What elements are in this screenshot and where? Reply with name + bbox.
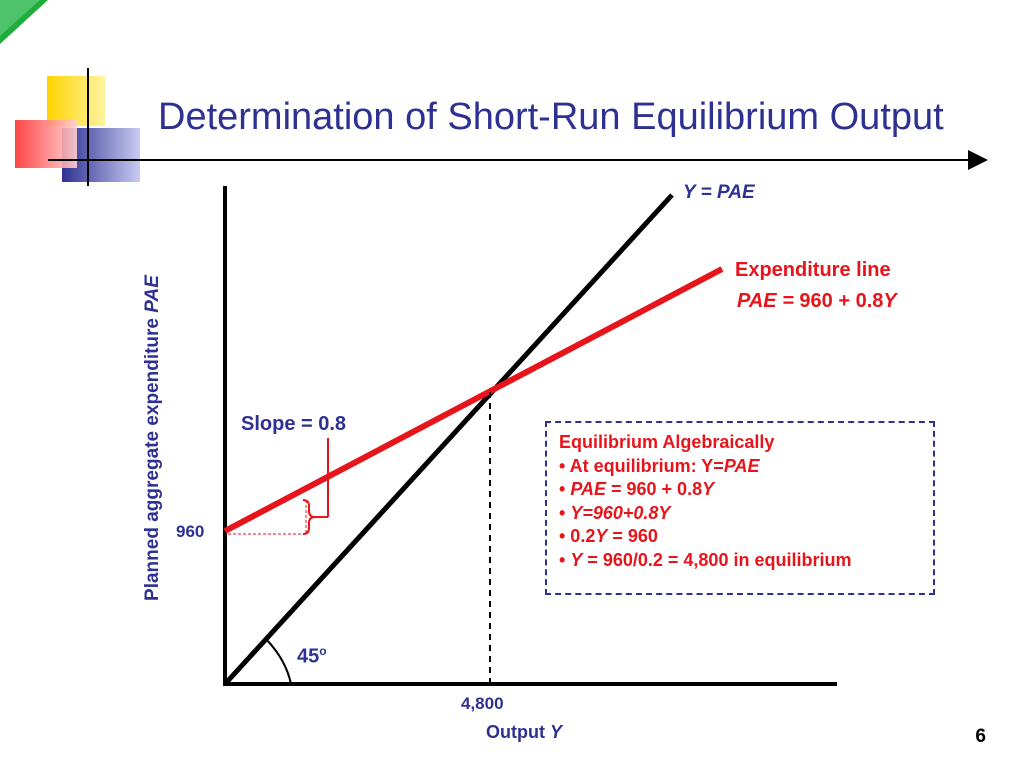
- yellow-square: [47, 76, 105, 126]
- angle-arc: [265, 638, 292, 685]
- info-line-5: • Y = 960/0.2 = 4,800 in equilibrium: [559, 549, 852, 570]
- 45-degree-line: [223, 193, 674, 686]
- slope-bracket: [302, 499, 316, 535]
- y-tick-label: 960: [176, 522, 205, 541]
- equilibrium-info-box: Equilibrium Algebraically • At equilibri…: [545, 421, 935, 595]
- expenditure-line: [223, 266, 724, 534]
- expenditure-line-equation: PAE = 960 + 0.8Y: [737, 290, 897, 312]
- x-axis-label: Output Y: [486, 722, 562, 742]
- x-tick-label: 4,800: [461, 694, 504, 713]
- info-line-3: • Y=960+0.8Y: [559, 502, 671, 523]
- page-title: Determination of Short-Run Equilibrium O…: [158, 96, 944, 138]
- info-heading: Equilibrium Algebraically: [559, 432, 775, 452]
- info-line-1: • At equilibrium: Y=PAE: [559, 455, 760, 476]
- angle-label: 45o: [297, 644, 327, 668]
- slope-label: Slope = 0.8: [241, 413, 347, 435]
- info-line-2: • PAE = 960 + 0.8Y: [559, 479, 715, 499]
- y-axis-label: Planned aggregate expenditure PAE: [142, 275, 163, 601]
- page-number: 6: [975, 726, 986, 747]
- info-line-4: • 0.2Y = 960: [559, 526, 658, 546]
- 45-degree-line-label: Y = PAE: [683, 182, 755, 203]
- expenditure-line-title: Expenditure line: [735, 259, 891, 281]
